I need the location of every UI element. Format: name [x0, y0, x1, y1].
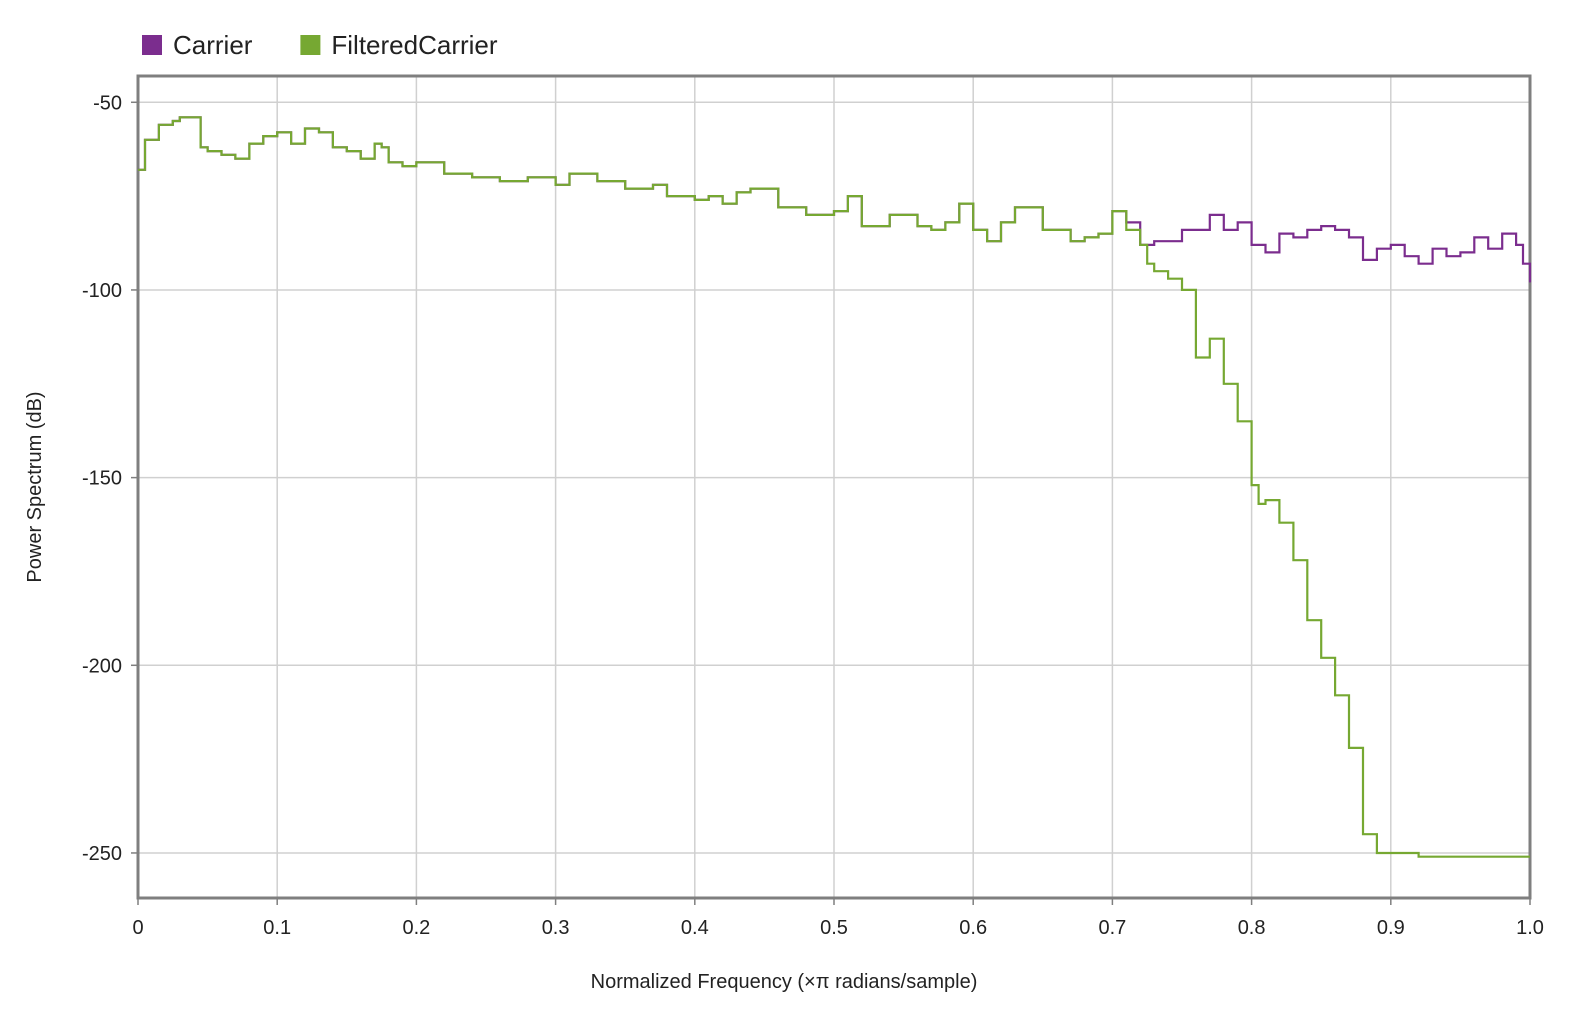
x-tick-label-8: 0.8 [1238, 917, 1266, 939]
x-tick-label-1: 0.1 [263, 917, 291, 939]
y-axis-title: Power Spectrum (dB) [24, 391, 46, 582]
x-tick-label-5: 0.5 [820, 917, 848, 939]
x-tick-label-4: 0.4 [681, 917, 709, 939]
x-tick-label-2: 0.2 [402, 917, 430, 939]
y-tick-label-0: -50 [93, 92, 122, 114]
legend-item-carrier[interactable]: Carrier [142, 30, 253, 60]
grid-lines [137, 76, 1531, 898]
x-tick-label-9: 0.9 [1377, 917, 1405, 939]
legend: Carrier FilteredCarrier [142, 30, 498, 60]
y-tick-label-1: -100 [82, 280, 122, 302]
series-lines [138, 116, 1532, 858]
x-tick-label-10: 1.0 [1516, 917, 1544, 939]
legend-item-filteredcarrier[interactable]: FilteredCarrier [300, 30, 498, 60]
x-tick-label-6: 0.6 [959, 917, 987, 939]
legend-swatch-carrier [142, 35, 162, 55]
y-tick-label-4: -250 [82, 843, 122, 865]
y-tick-label-2: -150 [82, 468, 122, 490]
legend-label-carrier: Carrier [173, 30, 253, 60]
x-tick-label-3: 0.3 [542, 917, 570, 939]
legend-swatch-filteredcarrier [300, 35, 321, 55]
series-line-filteredcarrier [138, 116, 1530, 858]
x-tick-label-0: 0 [132, 917, 143, 939]
x-tick-label-7: 0.7 [1098, 917, 1126, 939]
legend-label-filteredcarrier: FilteredCarrier [331, 30, 497, 60]
y-axis-ticks: -50 -100 -150 -200 -250 [82, 92, 138, 865]
y-tick-label-3: -200 [82, 655, 122, 677]
x-axis-title: Normalized Frequency (×π radians/sample) [591, 971, 978, 993]
x-axis-ticks: 0 0.1 0.2 0.3 0.4 0.5 0.6 0.7 0.8 0.9 1.0 [132, 898, 1544, 939]
